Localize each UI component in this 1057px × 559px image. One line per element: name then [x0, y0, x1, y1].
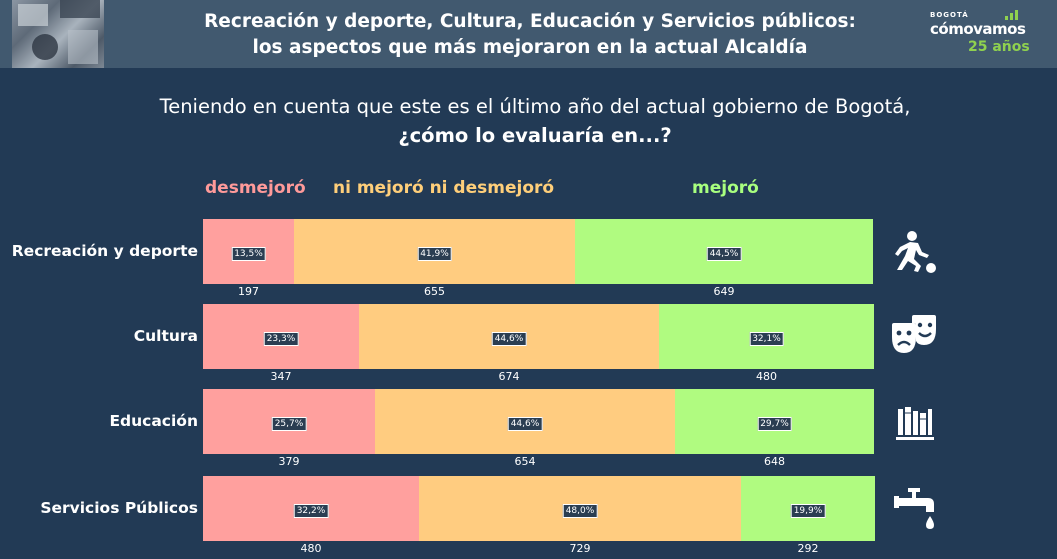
question-line-2: ¿cómo lo evaluaría en...?: [398, 124, 672, 147]
percent-label: 29,7%: [757, 417, 792, 431]
bar-row: 13,5% 41,9% 44,5%: [203, 219, 874, 284]
logo-bars-icon: [1005, 8, 1023, 20]
bar-row: 25,7% 44,6% 29,7%: [203, 389, 874, 454]
count-label: 674: [498, 370, 520, 383]
percent-label: 32,1%: [749, 332, 784, 346]
bar-row: 23,3% 44,6% 32,1%: [203, 304, 874, 369]
percent-label: 13,5%: [231, 247, 266, 261]
percent-label: 48,0%: [562, 504, 598, 518]
count-label: 292: [797, 542, 819, 555]
legend-ni-mejoro-ni-desmejoro: ni mejoró ni desmejoró: [333, 178, 555, 198]
category-label: Educación: [109, 412, 198, 430]
logo-brand: cómovamos: [930, 20, 1026, 38]
percent-label: 44,5%: [706, 247, 742, 261]
count-label: 347: [270, 370, 292, 383]
count-label: 648: [764, 455, 785, 468]
count-label: 480: [300, 542, 322, 555]
category-label: Servicios Públicos: [40, 499, 198, 517]
logo-years: 25 años: [968, 39, 1030, 55]
title-line-1: Recreación y deporte, Cultura, Educación…: [204, 11, 856, 32]
percent-label: 44,6%: [491, 332, 527, 346]
theater-masks-icon: [888, 309, 940, 361]
page-title: Recreación y deporte, Cultura, Educación…: [150, 9, 910, 61]
percent-label: 32,2%: [293, 504, 329, 518]
category-label: Cultura: [133, 327, 198, 345]
bar-row: 32,2% 48,0% 19,9%: [203, 476, 875, 541]
count-label: 379: [278, 455, 300, 468]
title-line-2: los aspectos que más mejoraron en la act…: [252, 37, 808, 58]
legend-desmejoro: desmejoró: [205, 178, 306, 198]
logo-city: BOGOTÁ: [930, 11, 969, 19]
count-label: 197: [238, 285, 259, 298]
header-banner: Recreación y deporte, Cultura, Educación…: [0, 0, 1057, 68]
count-label: 729: [569, 542, 591, 555]
bogota-como-vamos-logo: BOGOTÁ cómovamos 25 años: [930, 6, 1030, 64]
count-label: 649: [713, 285, 735, 298]
legend-mejoro: mejoró: [692, 178, 759, 198]
percent-label: 44,6%: [507, 417, 543, 431]
soccer-player-icon: [888, 226, 940, 278]
header-photo-collage: [12, 0, 104, 68]
count-label: 480: [756, 370, 777, 383]
question-line-1: Teniendo en cuenta que este es el último…: [159, 95, 911, 118]
books-icon: [888, 397, 940, 449]
category-label: Recreación y deporte: [11, 242, 198, 260]
percent-label: 23,3%: [263, 332, 299, 346]
percent-label: 19,9%: [790, 504, 826, 518]
count-label: 654: [514, 455, 536, 468]
count-label: 655: [424, 285, 445, 298]
percent-label: 41,9%: [417, 247, 452, 261]
survey-question: Teniendo en cuenta que este es el último…: [120, 92, 950, 150]
percent-label: 25,7%: [271, 417, 307, 431]
water-faucet-icon: [888, 482, 940, 534]
